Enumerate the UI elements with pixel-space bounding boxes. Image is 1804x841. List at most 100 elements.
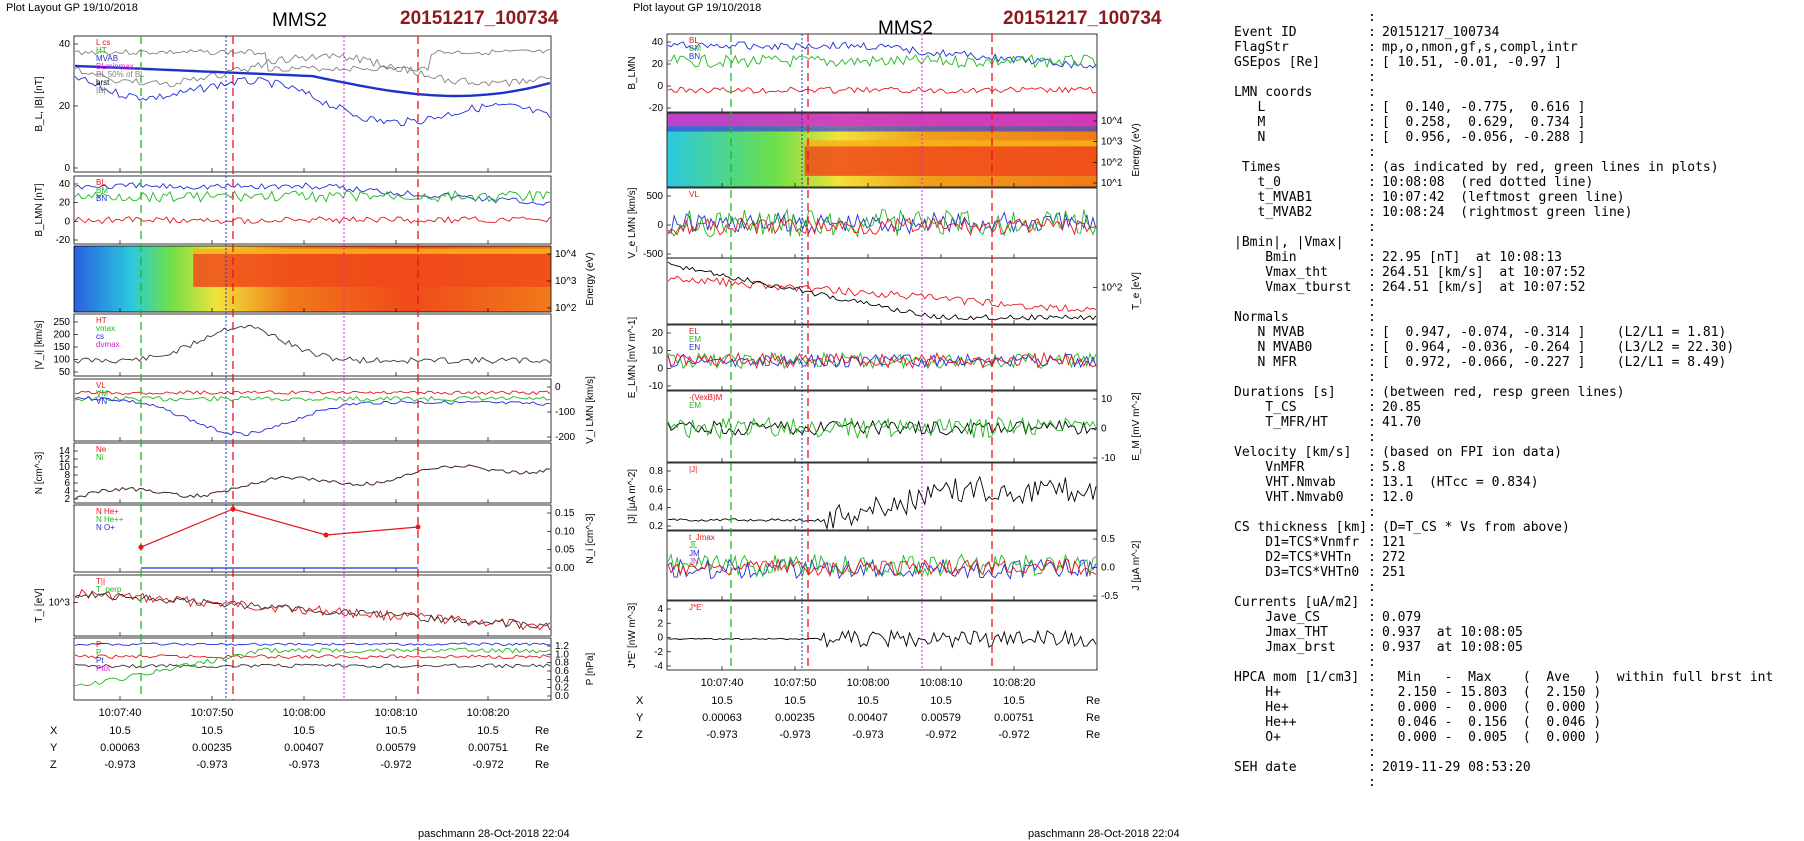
position-unit: Re	[535, 725, 549, 737]
summary-value: [ 10.51, -0.01, -0.97 ]	[1382, 55, 1563, 70]
summary-value: mp,o,nmon,gf,s,compl,intr	[1382, 40, 1578, 55]
legend-entry: BN	[689, 52, 700, 61]
summary-colon: :	[1368, 625, 1376, 640]
summary-key: D3=TCS*VHTn0	[1234, 565, 1360, 580]
y-tick-label: 20	[59, 101, 71, 112]
y-tick-label: 0.6	[649, 484, 663, 495]
position-value: 0.00407	[284, 742, 324, 754]
y-axis-label: B_LMN [nT]	[34, 183, 45, 237]
panel-frame	[666, 257, 1098, 325]
summary-value: Min - Max ( Ave ) within full brst int	[1382, 670, 1774, 685]
summary-colon: :	[1368, 310, 1376, 325]
trace-bl	[74, 182, 551, 206]
y-tick-label: 12	[59, 454, 71, 465]
y-tick-label: -10	[649, 381, 664, 392]
summary-value: (as indicated by red, green lines in plo…	[1382, 160, 1719, 175]
summary-colon: :	[1368, 415, 1376, 430]
summary-colon: :	[1368, 85, 1376, 100]
summary-colon: :	[1368, 505, 1376, 520]
y-tick-label-right: 1.0	[555, 649, 569, 660]
summary-key: T_MFR/HT	[1234, 415, 1328, 430]
summary-key: L	[1234, 100, 1266, 115]
y-tick-label: 50	[59, 367, 71, 378]
y-axis-label: J*E' [nW m^-3]	[627, 603, 638, 669]
panel-frame	[73, 574, 552, 637]
position-value: 0.00751	[468, 742, 508, 754]
spectrogram-band-edge	[193, 248, 551, 254]
summary-colon: :	[1368, 385, 1376, 400]
y-tick-label-right: 0.15	[555, 508, 575, 519]
summary-colon: :	[1368, 745, 1376, 760]
summary-colon: :	[1368, 220, 1376, 235]
summary-key: M	[1234, 115, 1266, 130]
summary-colon: :	[1368, 610, 1376, 625]
trace-em	[667, 353, 1097, 369]
legend-entry: t_Jmax	[689, 533, 715, 542]
trace-vl	[74, 390, 551, 396]
x-tick-label: 10:08:00	[283, 707, 326, 719]
position-value: -0.973	[196, 759, 227, 771]
summary-value: (between red, resp green lines)	[1382, 385, 1625, 400]
position-value: 10.5	[784, 695, 805, 707]
position-value: -0.973	[852, 729, 883, 741]
y-tick-label-right: 10^3	[1101, 137, 1123, 148]
trace-bl	[667, 41, 1097, 69]
summary-key: t_0	[1234, 175, 1281, 190]
summary-key: He+	[1234, 700, 1289, 715]
y-tick-label-right: 0.6	[555, 666, 569, 677]
y-tick-label: 10	[59, 462, 71, 473]
trace-bn	[74, 216, 551, 225]
legend-entry: T||	[96, 577, 105, 586]
summary-key: D1=TCS*Vnmfr	[1234, 535, 1360, 550]
trace-jmag	[667, 475, 1097, 531]
y-tick-label-right: 0.8	[555, 658, 569, 669]
summary-colon: :	[1368, 700, 1376, 715]
position-unit: Re	[1086, 695, 1100, 707]
legend-entry: EL	[689, 327, 699, 336]
summary-value: 20.85	[1382, 400, 1422, 415]
legend-entry: BLminmax	[96, 62, 134, 71]
legend-entry: N He++	[96, 515, 124, 524]
legend-entry: vmax	[96, 324, 115, 333]
y-tick-label-right: 0.0	[1101, 563, 1115, 574]
y-axis-label-right: V_i LMN [km/s]	[585, 376, 596, 444]
summary-value: 10:08:08 (red dotted line)	[1382, 175, 1594, 190]
summary-key: t_MVAB2	[1234, 205, 1313, 220]
x-tick-label: 10:08:20	[467, 707, 510, 719]
legend-entry: P	[96, 648, 101, 657]
legend-entry: VM	[96, 389, 108, 398]
y-tick-label: 250	[53, 317, 70, 328]
y-tick-label: 0.8	[649, 466, 663, 477]
summary-colon: :	[1368, 775, 1376, 790]
trace-bm	[74, 189, 551, 203]
position-value: 0.00235	[192, 742, 232, 754]
x-tick-label: 10:08:10	[375, 707, 418, 719]
trace-vexb	[667, 419, 1097, 437]
y-axis-label: B_L, |B| [nT]	[34, 76, 45, 131]
y-tick-label: 14	[59, 446, 71, 457]
position-row-label: Y	[50, 742, 58, 754]
legend-entry: N He+	[96, 507, 119, 516]
summary-key: Vmax_tburst	[1234, 280, 1352, 295]
position-unit: Re	[535, 759, 549, 771]
x-tick-label: 10:07:50	[191, 707, 234, 719]
trace-te-black	[667, 261, 1097, 321]
summary-colon: :	[1368, 145, 1376, 160]
y-tick-label-right: 0.00	[555, 563, 575, 574]
y-tick-label-right: 0.05	[555, 545, 575, 556]
summary-value: 5.8	[1382, 460, 1406, 475]
summary-colon: :	[1368, 760, 1376, 775]
legend-entry: EM	[689, 335, 701, 344]
y-tick-label-right: 0.4	[555, 674, 569, 685]
x-tick-label: 10:07:40	[99, 707, 142, 719]
trace-el	[667, 351, 1097, 370]
summary-key: Velocity [km/s]	[1234, 445, 1352, 460]
y-tick-label-right: 10	[1101, 394, 1113, 405]
trace-ve-r	[667, 217, 1097, 236]
x-tick-label: 10:08:10	[920, 677, 963, 689]
